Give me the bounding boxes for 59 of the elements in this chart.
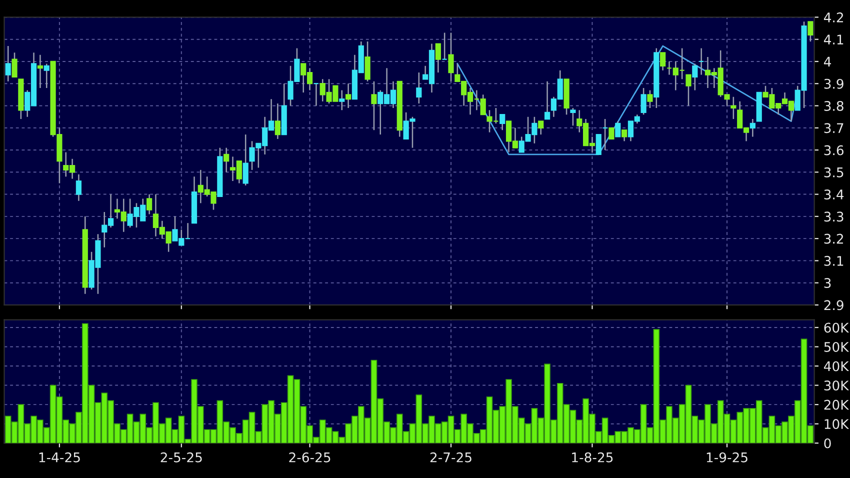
candlestick — [500, 114, 506, 131]
y-tick-label: 3.6 — [824, 145, 844, 156]
y-tick-label: 10K — [824, 419, 850, 430]
candlestick — [435, 43, 441, 74]
y-tick-label: 3.9 — [824, 78, 844, 89]
y-tick-label: 3 — [824, 278, 831, 288]
x-tick-label: 1-9-25 — [706, 452, 748, 462]
candlestick — [5, 45, 11, 82]
y-tick-label: 60K — [824, 322, 850, 333]
candlestick — [750, 118, 756, 138]
x-tick-label: 2-5-25 — [160, 452, 202, 462]
candlestick — [730, 96, 736, 120]
candlestick — [647, 90, 653, 109]
x-tick-label: 1-8-25 — [572, 452, 613, 462]
candlestick — [12, 52, 18, 78]
candlestick — [242, 134, 248, 186]
x-tick-label: 1-4-25 — [39, 452, 80, 462]
y-tick-label: 30K — [824, 380, 850, 390]
candlestick — [615, 120, 621, 138]
candlestick — [808, 21, 814, 42]
y-tick-label: 3.7 — [824, 123, 844, 134]
x-tick-label: 2-7-25 — [430, 452, 472, 462]
candlestick — [76, 174, 82, 202]
y-tick-label: 3.8 — [824, 100, 844, 111]
candlestick — [37, 54, 43, 89]
candlestick — [608, 127, 614, 140]
candlestick — [570, 107, 576, 126]
y-tick-label: 0 — [824, 438, 831, 448]
y-tick-label: 2.9 — [824, 300, 844, 310]
candlestick — [686, 74, 692, 106]
candlestick — [146, 194, 152, 215]
candlestick — [224, 147, 230, 173]
candlestick — [622, 129, 628, 142]
candlestick — [274, 102, 280, 140]
y-tick-label: 4.1 — [824, 34, 844, 44]
candlestick — [416, 72, 422, 104]
candlestick — [640, 87, 646, 116]
y-tick-label: 3.1 — [824, 256, 844, 266]
y-tick-label: 3.3 — [824, 212, 844, 222]
y-tick-label: 3.2 — [824, 234, 843, 244]
y-tick-label: 3.4 — [824, 190, 844, 200]
y-tick-label: 50K — [824, 342, 850, 352]
y-tick-label: 3.5 — [824, 167, 844, 178]
candlestick — [345, 82, 352, 109]
candlestick — [448, 32, 454, 82]
y-tick-label: 40K — [824, 361, 850, 372]
candlestick — [596, 134, 602, 155]
candlestick — [538, 120, 544, 136]
candlestick — [660, 52, 666, 71]
candlestick — [364, 40, 370, 82]
candlestick — [44, 63, 50, 89]
candlestick — [692, 63, 698, 91]
candlestick — [339, 90, 345, 111]
y-tick-label: 4.2 — [824, 12, 843, 22]
candlestick — [544, 80, 550, 120]
x-tick-label: 2-6-25 — [289, 452, 330, 462]
candlestick — [371, 80, 377, 131]
y-tick-label: 4 — [824, 56, 831, 66]
y-tick-label: 20K — [824, 400, 850, 410]
